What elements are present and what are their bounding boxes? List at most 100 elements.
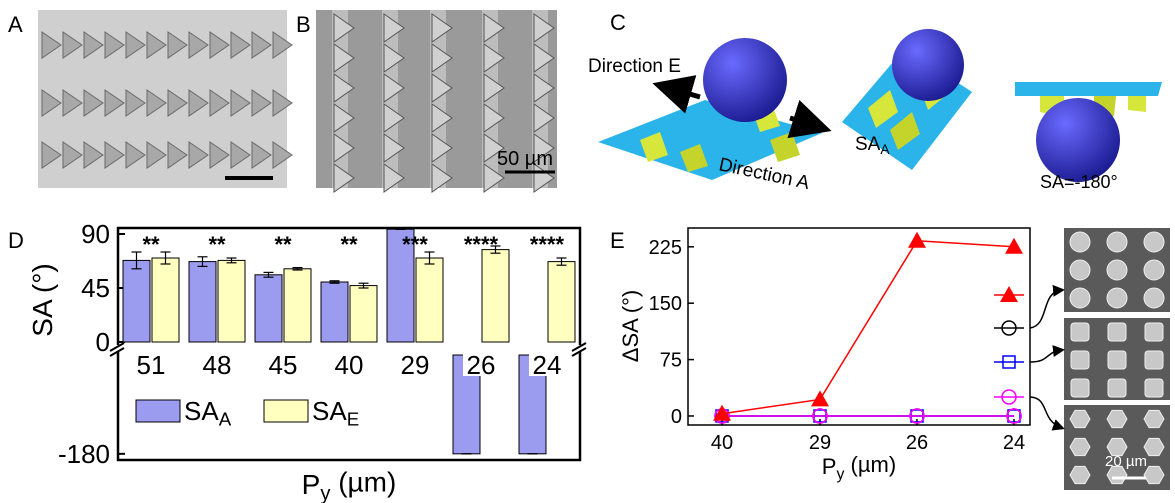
triangle bbox=[533, 73, 555, 103]
significance: ** bbox=[208, 232, 226, 257]
label-backdrop bbox=[199, 352, 235, 376]
series-line bbox=[721, 240, 1015, 415]
triangle bbox=[41, 141, 62, 169]
direction-label: Direction E bbox=[588, 56, 681, 77]
legend-marker bbox=[1001, 389, 1017, 405]
error-bar bbox=[329, 280, 340, 284]
label-backdrop bbox=[331, 352, 367, 376]
legend: SAA SAE bbox=[135, 396, 359, 430]
pillar bbox=[1144, 378, 1164, 398]
y-tick-label: 0 bbox=[671, 406, 682, 428]
triangle bbox=[41, 89, 62, 117]
triangle bbox=[333, 163, 355, 193]
triangle-pattern bbox=[41, 31, 293, 169]
significance: ** bbox=[274, 232, 292, 257]
x-tick-label: 40 bbox=[335, 350, 364, 380]
bar bbox=[122, 259, 151, 343]
panel-label: D bbox=[8, 228, 24, 253]
triangle bbox=[188, 31, 209, 59]
y-axis-title: SA (°) bbox=[27, 263, 58, 336]
triangle bbox=[483, 103, 505, 133]
triangle bbox=[483, 43, 505, 73]
triangle bbox=[167, 31, 188, 59]
error-bar bbox=[292, 267, 303, 271]
pillar bbox=[1143, 409, 1165, 429]
triangle bbox=[230, 89, 251, 117]
error-bar bbox=[226, 257, 237, 264]
label-backdrop bbox=[463, 352, 499, 376]
error-bar bbox=[424, 251, 435, 265]
pillar bbox=[1106, 287, 1128, 309]
triangle bbox=[383, 163, 405, 193]
y-axis-title: ΔSA (°) bbox=[618, 290, 643, 362]
x-tick-label: 51 bbox=[137, 350, 166, 380]
schematic bbox=[598, 29, 1162, 182]
x-tick-label: 40 bbox=[711, 432, 733, 454]
legend-swatch bbox=[135, 399, 181, 423]
legend-marker bbox=[1001, 320, 1017, 336]
pillar bbox=[1107, 350, 1127, 370]
triangle bbox=[104, 141, 125, 169]
scale-bar-label: 50 µm bbox=[497, 148, 553, 170]
triangle bbox=[333, 43, 355, 73]
triangle bbox=[483, 163, 505, 193]
x-tick-label: 24 bbox=[1003, 432, 1025, 454]
triangle-pattern bbox=[332, 10, 555, 193]
legend-label: SAA bbox=[184, 396, 232, 430]
triangle bbox=[483, 13, 505, 43]
triangle bbox=[83, 141, 104, 169]
triangle bbox=[209, 31, 230, 59]
direction-label: Direction A bbox=[717, 154, 812, 194]
y-tick-label: 150 bbox=[649, 293, 682, 315]
bar bbox=[349, 285, 378, 343]
triangle bbox=[431, 133, 453, 163]
triangle bbox=[230, 31, 251, 59]
axis-break-gap bbox=[112, 345, 124, 352]
pillar bbox=[1106, 437, 1128, 457]
pillar bbox=[1143, 231, 1165, 253]
x-tick-label: 45 bbox=[269, 350, 298, 380]
marker bbox=[1006, 408, 1022, 424]
bar bbox=[386, 228, 415, 343]
pillar bbox=[1106, 259, 1128, 281]
triangle bbox=[533, 13, 555, 43]
panel-label: C bbox=[610, 10, 626, 35]
legend-swatch bbox=[263, 399, 309, 423]
label-backdrop bbox=[397, 352, 433, 376]
significance: *** bbox=[402, 232, 428, 257]
triangle bbox=[272, 141, 293, 169]
panel-label: A bbox=[8, 12, 23, 37]
marker bbox=[909, 408, 925, 424]
pillar bbox=[1143, 259, 1165, 281]
panel-label: E bbox=[610, 228, 625, 253]
x-axis-title: Py (µm) bbox=[302, 467, 397, 503]
x-tick-label: 24 bbox=[533, 350, 562, 380]
y-tick-label: 0 bbox=[96, 327, 110, 357]
triangle bbox=[333, 103, 355, 133]
triangle bbox=[533, 133, 555, 163]
chart-e: 0 75 150 225 40 29 26 24 ΔSA (°) Py (µm) bbox=[618, 227, 1031, 483]
triangle bbox=[125, 141, 146, 169]
pillar bbox=[1069, 287, 1091, 309]
pillar bbox=[1070, 322, 1090, 342]
triangle bbox=[483, 73, 505, 103]
error-bar bbox=[263, 271, 274, 278]
axis-break bbox=[109, 342, 125, 352]
pillar bbox=[1070, 378, 1090, 398]
axis-break bbox=[571, 347, 587, 357]
bar bbox=[415, 257, 444, 343]
triangle bbox=[209, 141, 230, 169]
significance: **** bbox=[530, 232, 565, 257]
triangle bbox=[333, 13, 355, 43]
axis-break bbox=[571, 342, 587, 352]
pillar bbox=[1069, 409, 1091, 429]
bar bbox=[481, 249, 510, 343]
y-tick-label: 225 bbox=[649, 237, 682, 259]
bar bbox=[320, 281, 349, 343]
triangle bbox=[104, 31, 125, 59]
triangle bbox=[431, 163, 453, 193]
scale-bar-label: 20 µm bbox=[1105, 453, 1147, 470]
pillar bbox=[1069, 231, 1091, 253]
error-bar bbox=[131, 251, 142, 270]
